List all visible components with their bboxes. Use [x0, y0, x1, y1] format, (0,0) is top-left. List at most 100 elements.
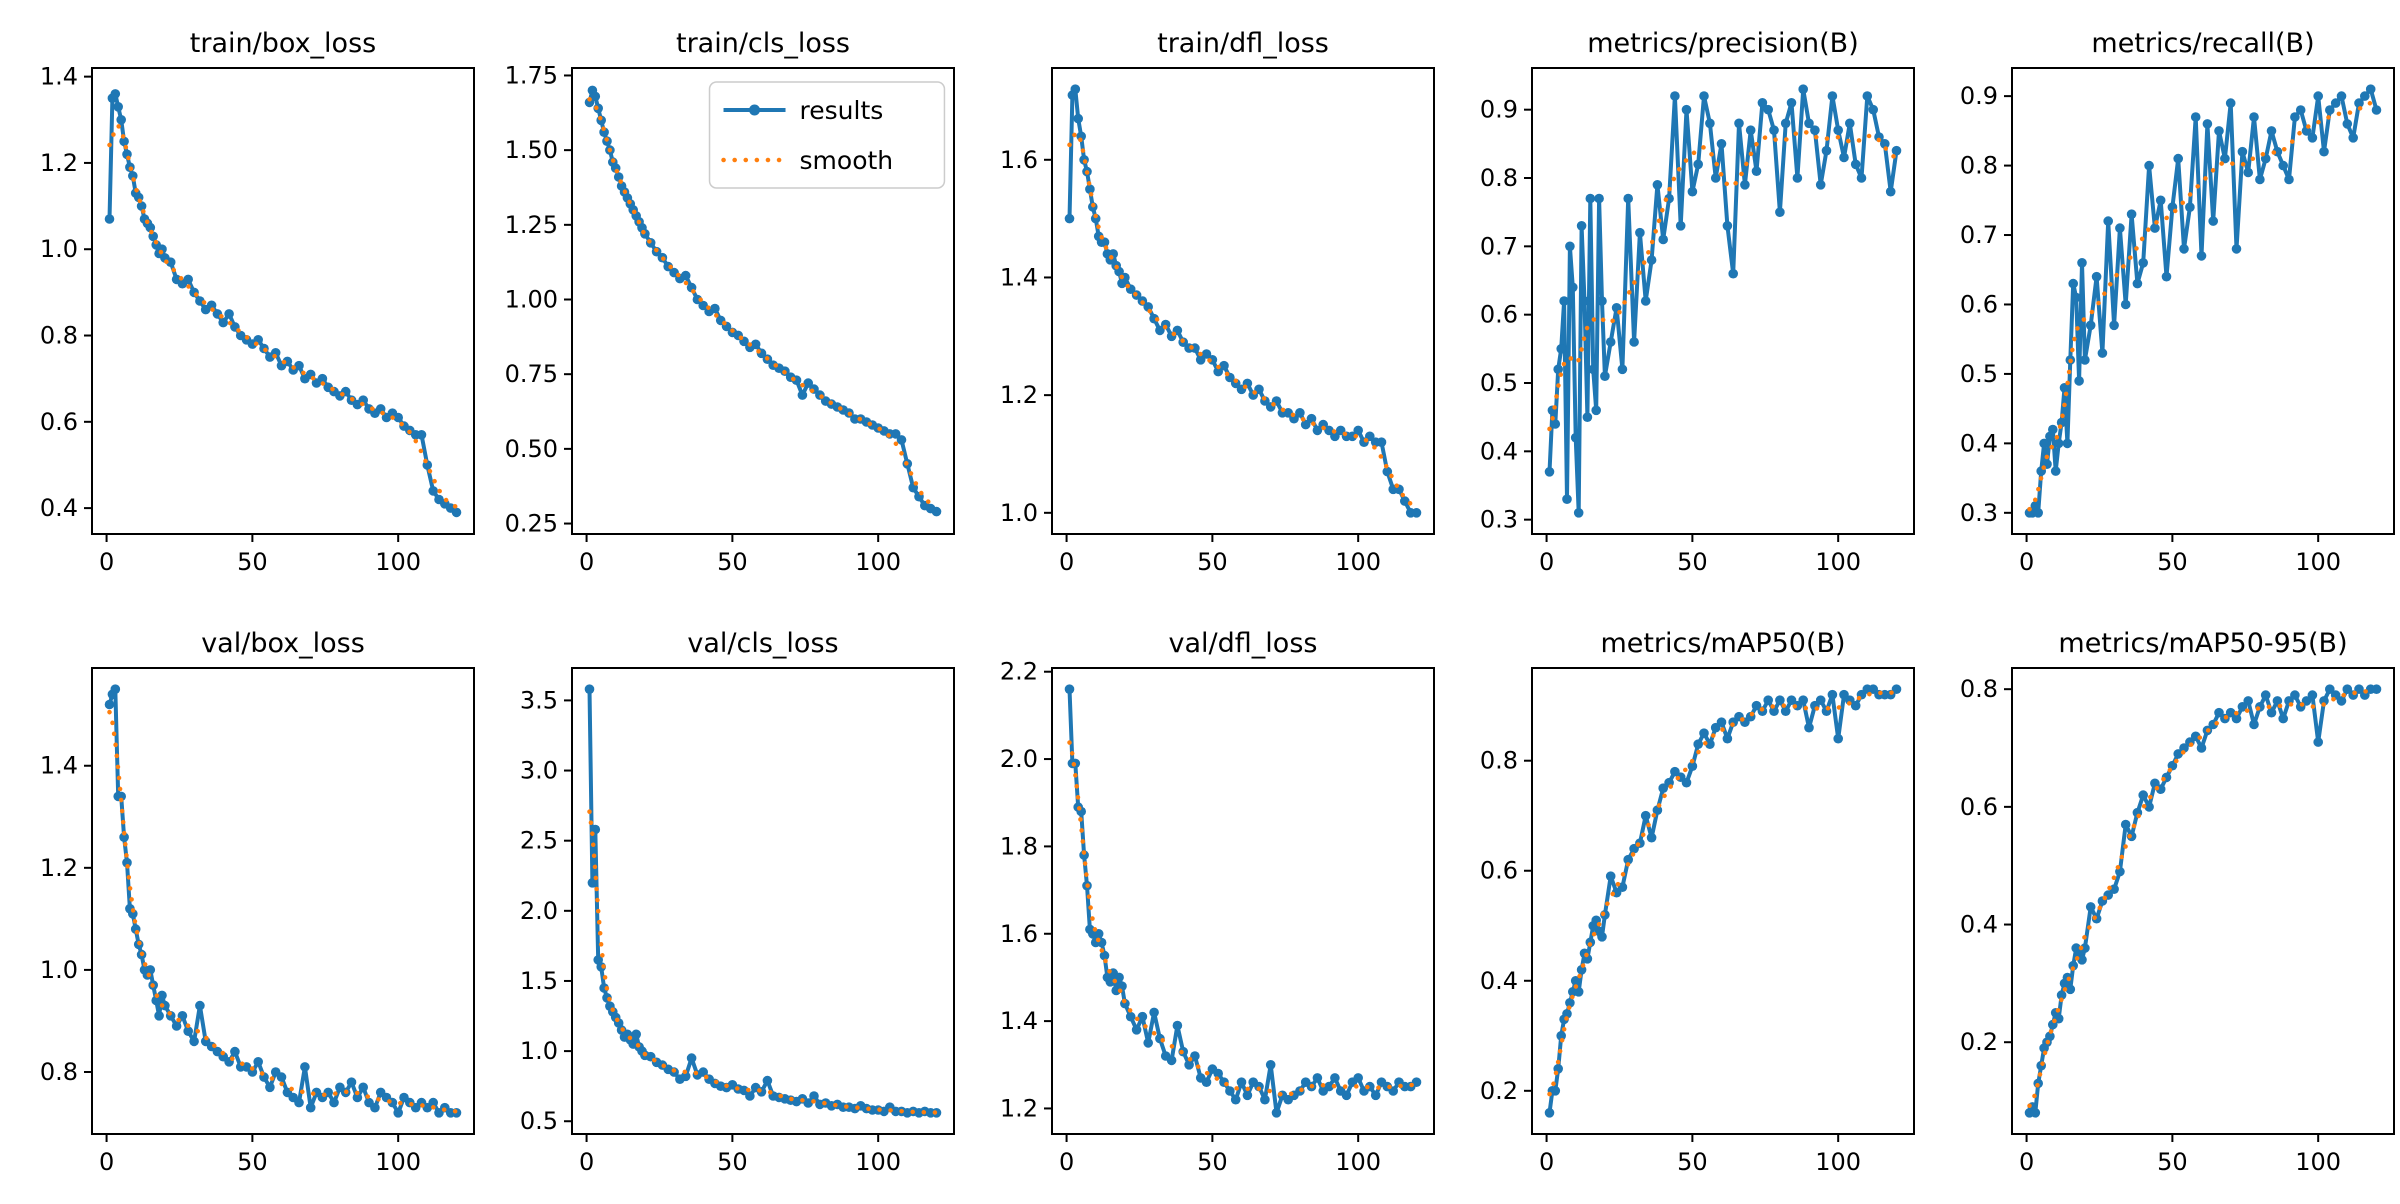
data-point-marker: [1780, 706, 1791, 716]
data-point-marker: [2301, 696, 2312, 706]
results-line: [1067, 87, 1419, 515]
data-point-marker: [1591, 405, 1601, 416]
chart-title: metrics/mAP50(B): [1600, 628, 1845, 659]
y-tick-label: 2.2: [1000, 658, 1038, 686]
y-tick-label: 1.0: [1000, 499, 1038, 527]
y-tick-label: 1.4: [1000, 1007, 1038, 1035]
data-point-marker: [2179, 244, 2189, 254]
x-tick-label: 0: [99, 548, 114, 576]
data-point-marker: [1862, 91, 1873, 101]
data-point-marker: [2360, 91, 2370, 101]
data-point-marker: [2161, 271, 2172, 282]
data-point-marker: [294, 360, 304, 371]
data-point-marker: [2354, 98, 2364, 108]
data-point-marker: [1833, 733, 1843, 744]
data-point-marker: [1565, 241, 1575, 252]
data-point-marker: [2196, 743, 2207, 753]
data-point-marker: [1827, 91, 1838, 101]
data-point-marker: [1716, 139, 1727, 149]
data-point-marker: [1804, 722, 1814, 733]
data-point-marker: [451, 507, 462, 518]
data-point-marker: [1166, 1055, 1177, 1066]
x-tick-label: 0: [2019, 548, 2034, 576]
data-point-marker: [2059, 383, 2070, 393]
chart-title: metrics/mAP50-95(B): [2058, 628, 2347, 659]
x-tick-label: 50: [1677, 1148, 1708, 1176]
x-tick-label: 100: [1335, 548, 1381, 576]
data-point-marker: [2243, 696, 2253, 706]
x-tick-label: 100: [855, 1148, 901, 1176]
legend-label-smooth: smooth: [800, 146, 894, 175]
data-point-marker: [803, 378, 813, 388]
data-point-marker: [1582, 412, 1593, 423]
smooth-line: [1067, 740, 1419, 1097]
data-point-marker: [1573, 508, 1584, 518]
y-tick-label: 0.4: [1480, 967, 1518, 995]
data-point-marker: [1597, 932, 1607, 942]
data-point-marker: [1085, 184, 1095, 194]
results-markers: [1064, 84, 1422, 518]
y-tick-label: 1.2: [1000, 381, 1038, 409]
y-tick-label: 0.6: [1960, 290, 1998, 318]
data-point-marker: [346, 1077, 357, 1087]
data-point-marker: [1728, 268, 1738, 279]
y-tick-label: 1.8: [1000, 832, 1038, 860]
data-point-marker: [692, 294, 703, 305]
data-point-marker: [317, 373, 328, 384]
y-tick-label: 1.4: [1000, 263, 1038, 291]
x-tick-label: 0: [579, 1148, 594, 1176]
data-point-marker: [2091, 271, 2102, 282]
data-point-marker: [2225, 707, 2236, 718]
chart-title: train/dfl_loss: [1157, 28, 1329, 59]
data-point-marker: [1734, 118, 1744, 129]
y-tick-label: 1.5: [520, 967, 558, 995]
data-point-marker: [1594, 193, 1604, 204]
data-point-marker: [2220, 153, 2230, 164]
data-point-marker: [1219, 360, 1229, 371]
data-point-marker: [1201, 1077, 1212, 1087]
data-point-marker: [224, 309, 234, 319]
data-point-marker: [1751, 166, 1762, 176]
data-point-marker: [1265, 1060, 1276, 1070]
x-tick-label: 100: [2295, 548, 2341, 576]
y-tick-label: 0.8: [1480, 164, 1518, 192]
results-markers: [2024, 84, 2382, 518]
x-tick-label: 100: [855, 548, 901, 576]
data-point-marker: [1260, 1094, 1270, 1105]
data-point-marker: [1845, 118, 1855, 129]
data-point-marker: [1105, 977, 1116, 987]
data-point-marker: [2155, 195, 2166, 206]
data-point-marker: [2126, 209, 2137, 219]
data-point-marker: [2342, 684, 2353, 694]
data-point-marker: [1184, 1060, 1194, 1070]
data-point-marker: [119, 832, 129, 842]
data-point-marker: [428, 1097, 439, 1108]
data-point-marker: [1891, 684, 1902, 694]
data-point-marker: [2225, 98, 2236, 108]
data-point-marker: [1579, 296, 1590, 306]
data-point-marker: [590, 91, 601, 102]
data-point-marker: [2330, 98, 2341, 108]
y-tick-label: 0.4: [1960, 911, 1998, 939]
data-point-marker: [1553, 364, 1563, 375]
y-tick-label: 0.8: [1960, 675, 1998, 703]
data-point-marker: [584, 684, 595, 694]
data-point-marker: [1376, 437, 1387, 448]
results-markers: [1544, 684, 1902, 1118]
data-point-marker: [116, 791, 126, 802]
data-point-marker: [1064, 684, 1075, 694]
data-point-marker: [1283, 408, 1293, 418]
data-point-marker: [2077, 258, 2087, 268]
y-tick-label: 1.0: [40, 235, 78, 263]
data-point-marker: [1556, 344, 1566, 354]
data-point-marker: [1330, 431, 1340, 442]
data-point-marker: [1786, 98, 1797, 108]
data-point-marker: [1600, 371, 1610, 382]
data-point-marker: [1370, 1090, 1381, 1101]
data-point-marker: [890, 429, 901, 439]
data-point-marker: [584, 97, 595, 108]
data-point-marker: [1623, 854, 1633, 865]
y-tick-label: 1.75: [505, 61, 558, 89]
y-tick-label: 1.25: [505, 211, 558, 239]
